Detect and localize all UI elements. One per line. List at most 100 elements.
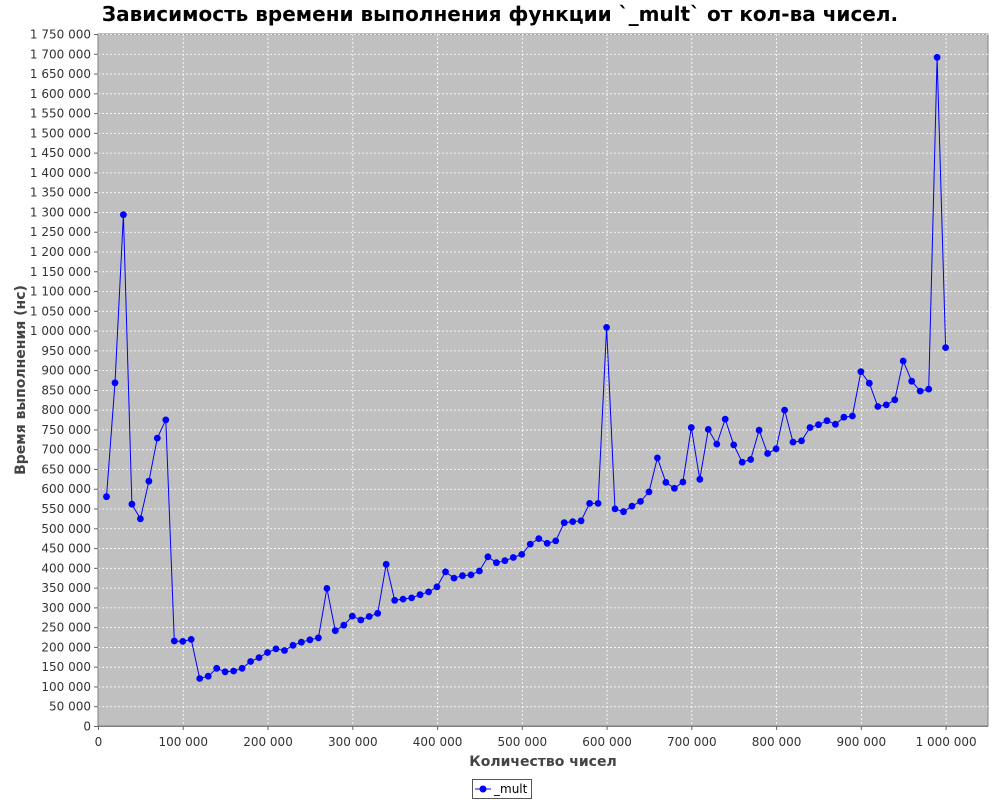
x-tick-label: 300 000 [328,735,378,749]
data-point [755,426,763,434]
y-tick-label: 250 000 [41,621,91,635]
x-tick-label: 900 000 [837,735,887,749]
data-point [849,412,856,420]
x-tick-label: 100 000 [158,735,208,749]
y-tick-label: 1 250 000 [30,225,91,239]
y-tick-label: 950 000 [41,344,91,358]
data-point [111,379,119,387]
y-tick-label: 1 500 000 [30,126,91,140]
y-tick-label: 0 [83,720,91,734]
data-points [103,53,949,682]
data-point [348,612,356,620]
gridlines [98,34,988,726]
data-point [323,585,331,592]
data-point [255,654,263,661]
data-point [230,667,238,675]
data-point [153,434,161,442]
data-point [586,500,593,507]
data-point [120,211,127,219]
y-tick-label: 850 000 [41,383,91,397]
y-tick-label: 1 050 000 [30,304,91,318]
data-point [789,438,797,446]
data-point [874,403,882,410]
legend: _mult [472,779,533,799]
data-point [882,401,890,409]
data-point [569,518,577,525]
data-point [476,567,483,575]
data-point [577,517,585,525]
x-tick-label: 700 000 [667,735,717,749]
x-tick-label: 500 000 [497,735,547,749]
data-point [942,344,949,351]
data-point [832,420,839,428]
x-tick-label: 0 [95,735,103,749]
data-point [704,426,712,433]
x-tick-label: 200 000 [243,735,293,749]
y-tick-label: 1 400 000 [30,166,91,180]
data-point [679,478,687,486]
y-tick-label: 100 000 [41,680,91,694]
y-tick-label: 1 450 000 [30,146,91,160]
y-tick-label: 300 000 [41,601,91,615]
series-line-_mult [106,57,947,680]
data-point [738,458,746,466]
y-tick-label: 450 000 [41,542,91,556]
data-point [357,616,365,624]
data-point [484,553,492,561]
data-point [298,638,305,646]
data-point [196,675,204,682]
data-point [730,441,738,449]
data-point [247,658,255,665]
data-point [713,440,721,448]
plot-area [97,33,989,727]
y-tick-label: 150 000 [41,660,91,674]
data-point [594,500,602,507]
data-point [408,594,415,602]
y-tick-label: 1 650 000 [30,67,91,81]
data-point [908,377,916,385]
data-point [509,554,517,561]
y-tick-label: 1 600 000 [30,87,91,101]
data-point [654,454,661,462]
data-point [526,540,534,548]
data-point [662,479,670,486]
data-point [671,484,678,492]
data-point [433,583,441,591]
data-point [603,324,610,331]
y-tick-label: 750 000 [41,423,91,437]
data-point [628,502,636,510]
y-tick-label: 700 000 [41,443,91,457]
data-point [315,634,322,642]
data-point [764,450,771,457]
data-point [289,641,297,649]
x-tick-label: 600 000 [582,735,632,749]
data-point [721,415,729,423]
data-point [501,557,509,565]
y-tick-label: 350 000 [41,581,91,595]
y-tick-label: 600 000 [41,482,91,496]
data-point [798,437,805,445]
data-point [442,568,449,576]
data-point [747,456,755,463]
y-tick-label: 400 000 [41,561,91,575]
data-point [137,515,144,523]
data-point [365,613,373,620]
data-point [221,668,229,676]
data-point [535,535,543,542]
y-tick-label: 1 100 000 [30,285,91,299]
data-point [399,595,407,603]
data-point [696,475,704,483]
data-point [806,424,814,431]
data-point [815,421,822,429]
data-point [179,638,187,645]
data-point [891,396,899,404]
legend-label: _mult [494,782,528,796]
y-tick-label: 1 350 000 [30,186,91,200]
data-point [306,636,314,644]
data-point [272,645,280,653]
x-tick-label: 400 000 [413,735,463,749]
data-point [560,519,568,527]
data-point [425,588,432,596]
data-point [620,508,627,516]
